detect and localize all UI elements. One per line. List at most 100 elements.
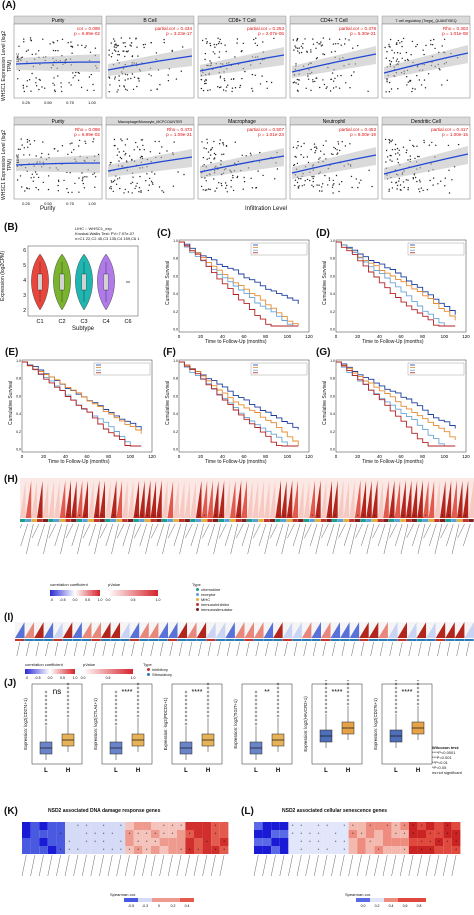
scatter-point (88, 76, 91, 78)
scatter-point (236, 38, 239, 40)
scatter-point (318, 190, 321, 192)
boxplot-outlier (44, 698, 48, 702)
heatmap-cell (417, 478, 423, 518)
scatter-point (218, 86, 221, 89)
heatmap-triangle (405, 480, 412, 518)
corr-cell (408, 830, 418, 838)
heatmap-gene-tick (160, 641, 164, 657)
corr-cell (47, 830, 57, 838)
scatter-point (239, 86, 241, 89)
corr-cell (185, 830, 194, 838)
corr-cell (443, 822, 452, 830)
boxplot-group-label: H (346, 768, 350, 774)
heatmap-triangle (218, 480, 225, 518)
heatmap-gene-tick (54, 641, 59, 657)
scatter-point (251, 87, 253, 90)
corr-star: * (292, 823, 294, 828)
corr-star: * (344, 847, 346, 852)
heatmap-triangle (417, 480, 423, 518)
heatmap-star: * (221, 513, 223, 518)
boxplot-outlier (66, 710, 70, 714)
scatter-point (312, 186, 315, 188)
corr-cell (108, 838, 117, 846)
boxplot-group-label: L (324, 768, 328, 774)
heatmap-triangle (43, 622, 54, 638)
scatter-point (416, 145, 418, 147)
km-curve (179, 361, 299, 446)
panel-a-row2-ylabel: WHSC1 Expression Level (log2 TPM) (1, 129, 13, 201)
heatmap-triangle (31, 480, 38, 518)
scatter-point (311, 184, 313, 186)
corr-cell (426, 822, 435, 830)
corr-label-tick (159, 854, 165, 877)
scatter-point (124, 45, 127, 48)
corr-cell (262, 822, 272, 830)
scatter-point (225, 50, 227, 53)
scatter-point (82, 182, 85, 185)
corr-cell (125, 822, 134, 830)
corr-cell (39, 830, 48, 838)
corr-label-tick (193, 854, 199, 877)
scatter-point (433, 38, 435, 41)
corr-cell (314, 830, 323, 838)
scatter-point (386, 79, 388, 81)
heatmap-gene-tick (196, 523, 204, 555)
panel-k-heatmap: ************************************** **… (21, 822, 229, 908)
scatter-point (224, 44, 226, 46)
violin-ytick: 2 (23, 308, 26, 314)
scatter-point (218, 143, 221, 145)
scatter-point (334, 77, 336, 80)
heatmap-gene-tick (16, 641, 20, 657)
scatter-point (70, 84, 72, 86)
heatmap-type-bar (201, 519, 207, 522)
scatter-point (407, 159, 409, 161)
corr-cell (271, 846, 280, 854)
km-ytick: 0.4 (173, 292, 178, 296)
km-xtick: 40 (220, 334, 226, 339)
corr-cell (142, 822, 151, 830)
corr-cell (194, 830, 203, 838)
scatter-point (266, 80, 268, 83)
panel-k-title: NSD2 associated DNA damage response gene… (48, 808, 161, 814)
corr-star: * (94, 839, 96, 844)
scatter-point (401, 57, 403, 59)
corr-label-tick (185, 854, 190, 877)
km-xtick: 20 (198, 334, 204, 339)
boxplot-outlier (114, 714, 118, 718)
km-curve (22, 361, 142, 434)
panel-label-f: (F) (163, 347, 176, 358)
scatter-point (411, 90, 413, 93)
scatter-point (404, 59, 406, 62)
corr-label-tick (39, 854, 44, 877)
heatmap-type-bar (110, 639, 120, 641)
corr-cell (434, 830, 444, 838)
scatter-point (296, 147, 298, 149)
corr-cell (400, 838, 409, 846)
heatmap-triangle (91, 622, 102, 638)
corr-cell (340, 846, 349, 854)
scatter-point (236, 42, 238, 44)
corr-star: * (112, 847, 114, 852)
scatter-point (295, 156, 297, 158)
heatmap-type-bar (43, 639, 53, 641)
heatmap-triangle (139, 622, 149, 638)
panel-l: * * * * * * * * * * * * * * * * * * * * * * * * * * * * * * * * * * * * * * * *… (246, 814, 474, 914)
scatter-point (294, 179, 297, 181)
scatter-point (159, 152, 161, 154)
scatter-point (415, 45, 417, 48)
corr-cell (65, 822, 74, 830)
scatter-point (399, 189, 402, 191)
corr-label-tick (434, 854, 440, 877)
heatmap-triangle (394, 480, 401, 518)
scatter-point (412, 178, 415, 180)
km-curve (336, 241, 456, 327)
scatter-point (236, 176, 238, 179)
corr-legend-tick: -0.3 (142, 904, 148, 908)
corr-legend-tick: 0.2 (171, 904, 176, 908)
heatmap-gene-tick (246, 641, 250, 657)
heatmap-triangle (224, 480, 230, 518)
scatter-point (137, 55, 139, 57)
panel-label-c: (C) (157, 228, 171, 239)
heatmap-type-bar (42, 519, 49, 522)
